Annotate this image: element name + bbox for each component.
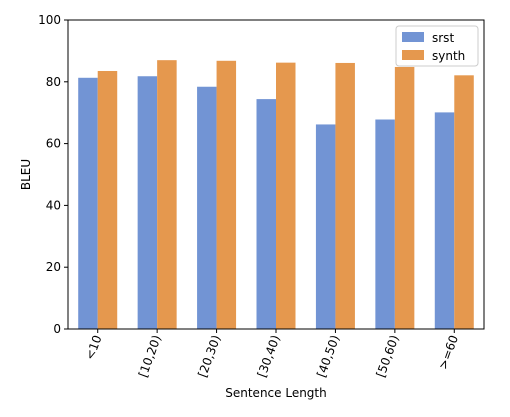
y-tick-label: 0 <box>53 322 61 336</box>
y-tick-label: 80 <box>46 75 61 89</box>
bar-srst-0 <box>78 77 98 330</box>
bar-srst-1 <box>137 76 158 329</box>
bar-synth-3 <box>276 62 296 329</box>
bar-srst-3 <box>256 99 276 329</box>
bars-layer <box>78 60 474 330</box>
y-tick-label: 100 <box>38 13 61 27</box>
y-tick-label: 20 <box>46 260 61 274</box>
bar-srst-4 <box>315 124 336 329</box>
y-tick-label: 60 <box>46 137 61 151</box>
bar-synth-4 <box>335 62 355 330</box>
bar-synth-0 <box>97 70 118 330</box>
legend: srst synth <box>395 25 479 67</box>
y-axis-label: BLEU <box>19 159 33 190</box>
legend-label-srst: srst <box>432 31 454 45</box>
bar-synth-2 <box>216 60 237 330</box>
x-axis-label: Sentence Length <box>225 386 326 400</box>
legend-swatch-synth <box>402 50 424 60</box>
bar-synth-6 <box>454 75 474 329</box>
plot-frame <box>67 19 485 330</box>
legend-swatch-srst <box>402 32 424 42</box>
y-axis-ticks: 0 20 40 60 80 100 <box>38 13 68 336</box>
bar-srst-5 <box>375 119 395 329</box>
bar-synth-5 <box>394 66 415 329</box>
bar-srst-6 <box>434 112 455 330</box>
bar-synth-1 <box>157 60 177 330</box>
y-tick-label: 40 <box>46 198 61 212</box>
bar-srst-2 <box>197 86 217 329</box>
legend-label-synth: synth <box>432 49 465 63</box>
